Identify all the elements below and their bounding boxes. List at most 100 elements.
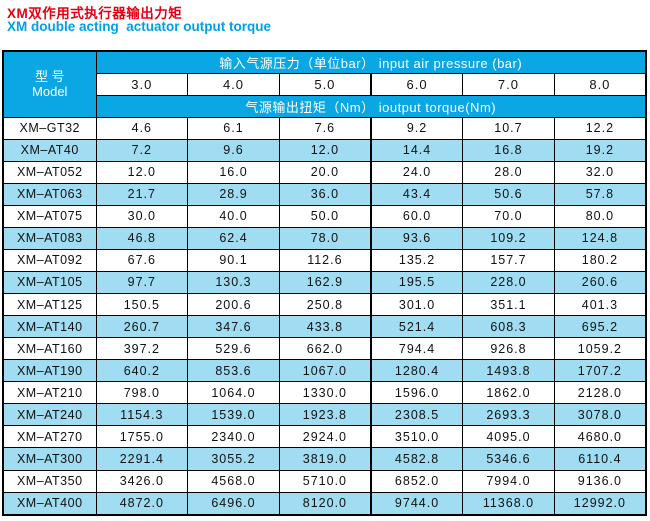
table-row: XM–AT083 46.8 62.4 78.0 93.6 109.2 124.8 [2, 226, 647, 250]
table-row: XM–AT052 12.0 16.0 20.0 24.0 28.0 32.0 [2, 160, 647, 184]
value-cell: 4.6 [95, 116, 189, 140]
value-cell: 347.6 [187, 315, 280, 339]
value-cell: 2924.0 [278, 425, 372, 449]
value-cell: 9136.0 [553, 469, 647, 493]
value-cell: 798.0 [95, 381, 189, 405]
value-cell: 36.0 [278, 182, 372, 206]
value-cell: 162.9 [278, 270, 372, 295]
value-cell: 24.0 [369, 160, 464, 184]
value-cell: 853.6 [187, 359, 280, 383]
model-cell: XM–AT075 [2, 204, 97, 228]
value-cell: 5710.0 [278, 469, 372, 493]
value-cell: 4872.0 [95, 491, 189, 516]
value-cell: 200.6 [187, 292, 280, 317]
model-cell: XM–AT190 [2, 359, 97, 383]
model-cell: XM–AT092 [2, 248, 97, 272]
value-cell: 1154.3 [95, 403, 189, 427]
pressure-value: 8.0 [553, 72, 647, 96]
value-cell: 228.0 [462, 270, 555, 295]
value-cell: 7994.0 [462, 469, 555, 493]
value-cell: 6110.4 [553, 447, 647, 471]
model-cell: XM–AT140 [2, 315, 97, 339]
value-cell: 80.0 [553, 204, 647, 228]
value-cell: 50.6 [462, 182, 555, 206]
model-cell: XM–AT160 [2, 337, 97, 361]
model-cell: XM–AT052 [2, 160, 97, 184]
value-cell: 1707.2 [553, 359, 647, 383]
value-cell: 112.6 [278, 248, 372, 272]
value-cell: 16.0 [187, 160, 280, 184]
value-cell: 250.8 [278, 292, 372, 317]
value-cell: 12.0 [278, 138, 372, 162]
model-cell: XM–AT40 [2, 138, 97, 162]
value-cell: 301.0 [369, 292, 464, 317]
model-header-en: Model [32, 84, 68, 100]
value-cell: 4582.8 [369, 447, 464, 471]
value-cell: 7.2 [95, 138, 189, 162]
value-cell: 1493.8 [462, 359, 555, 383]
value-cell: 10.7 [462, 116, 555, 140]
model-cell: XM–AT063 [2, 182, 97, 206]
value-cell: 640.2 [95, 359, 189, 383]
model-cell: XM–AT300 [2, 447, 97, 471]
table-row: XM–AT125 150.5 200.6 250.8 301.0 351.1 401.3 [2, 292, 647, 317]
value-cell: 12.2 [553, 116, 647, 140]
model-cell: XM–AT350 [2, 469, 97, 493]
table-row: XM–AT105 97.7 130.3 162.9 195.5 228.0 260.6 [2, 270, 647, 295]
table-row: XM–AT40 7.2 9.6 12.0 14.4 16.8 19.2 [2, 138, 647, 162]
value-cell: 695.2 [553, 315, 647, 339]
value-cell: 93.6 [369, 226, 464, 250]
value-cell: 2128.0 [553, 381, 647, 405]
value-cell: 14.4 [369, 138, 464, 162]
value-cell: 2340.0 [187, 425, 280, 449]
table-row: XM–AT270 1755.0 2340.0 2924.0 3510.0 4095.0 46… [2, 425, 647, 449]
value-cell: 46.8 [95, 226, 189, 250]
value-cell: 3078.0 [553, 403, 647, 427]
value-cell: 794.4 [369, 337, 464, 361]
value-cell: 12992.0 [553, 491, 647, 516]
value-cell: 1539.0 [187, 403, 280, 427]
value-cell: 1596.0 [369, 381, 464, 405]
value-cell: 521.4 [369, 315, 464, 339]
value-cell: 11368.0 [462, 491, 555, 516]
model-cell: XM–AT270 [2, 425, 97, 449]
pressure-header-row: 型 号 Model 输入气源压力（单位bar） input air pressu… [2, 50, 647, 118]
value-cell: 433.8 [278, 315, 372, 339]
value-cell: 260.6 [553, 270, 647, 295]
value-cell: 28.9 [187, 182, 280, 206]
value-cell: 608.3 [462, 315, 555, 339]
pressure-header: 输入气源压力（单位bar） input air pressure (bar) [95, 50, 647, 74]
table-row: XM–AT240 1154.3 1539.0 1923.8 2308.5 2693.3 30… [2, 403, 647, 427]
value-cell: 401.3 [553, 292, 647, 317]
value-cell: 5346.6 [462, 447, 555, 471]
value-cell: 529.6 [187, 337, 280, 361]
value-cell: 130.3 [187, 270, 280, 295]
value-cell: 67.6 [95, 248, 189, 272]
value-cell: 4680.0 [553, 425, 647, 449]
value-cell: 9744.0 [369, 491, 464, 516]
value-cell: 3055.2 [187, 447, 280, 471]
table-row: XM–AT190 640.2 853.6 1067.0 1280.4 1493.8 1707… [2, 359, 647, 383]
value-cell: 12.0 [95, 160, 189, 184]
value-cell: 40.0 [187, 204, 280, 228]
value-cell: 926.8 [462, 337, 555, 361]
value-cell: 1059.2 [553, 337, 647, 361]
value-cell: 351.1 [462, 292, 555, 317]
value-cell: 20.0 [278, 160, 372, 184]
pressure-value: 7.0 [462, 72, 555, 96]
value-cell: 90.1 [187, 248, 280, 272]
value-cell: 2693.3 [462, 403, 555, 427]
table-row: XM–AT400 4872.0 6496.0 8120.0 9744.0 11368.0 1… [2, 491, 647, 516]
model-cell: XM–AT083 [2, 226, 97, 250]
page-title-en: XM double acting actuator output torque [7, 19, 271, 34]
value-cell: 78.0 [278, 226, 372, 250]
pressure-value: 3.0 [95, 72, 189, 96]
table-row: XM–AT160 397.2 529.6 662.0 794.4 926.8 1059.2 [2, 337, 647, 361]
value-cell: 30.0 [95, 204, 189, 228]
value-cell: 8120.0 [278, 491, 372, 516]
value-cell: 3426.0 [95, 469, 189, 493]
value-cell: 1755.0 [95, 425, 189, 449]
pressure-values-row: 3.0 4.0 5.0 6.0 7.0 8.0 [3, 72, 647, 96]
model-cell: XM–AT125 [2, 292, 97, 317]
